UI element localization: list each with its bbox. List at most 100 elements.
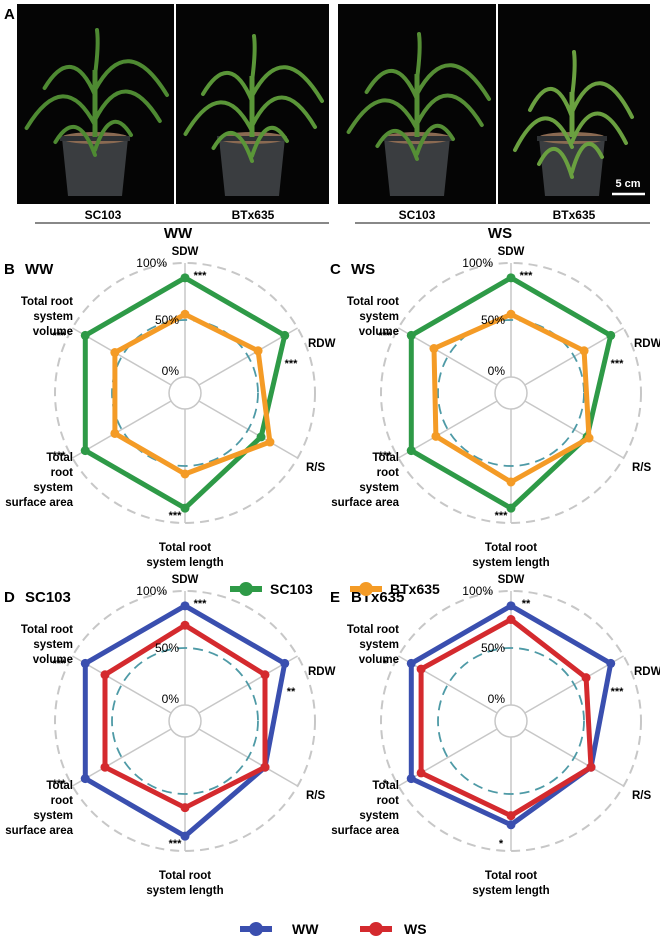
radial-tick-label: 100% [136,584,167,598]
point-sc103-total-root-system-length [506,503,516,513]
axis-label-total-root-system-length: Total root system length [146,870,223,897]
panel-label-e: E [330,589,340,606]
axis-label-rdw: RDW [308,338,336,350]
leaf [346,98,419,134]
axis-label-total-root-system-volume: Total root system volume [21,296,73,338]
point-sc103-r-s [256,432,266,442]
point-ws-sdw [180,620,190,630]
point-ws-r-s [260,762,270,772]
leaf [250,125,289,158]
significance-sdw: *** [520,270,534,282]
legend-label-ww: WW [292,921,319,937]
radial-tick-label: 50% [481,313,505,327]
significance-total-root-system-surface-area: *** [53,450,67,462]
reference-circle [437,647,585,795]
radar-chart-ww: B WW 0% 50% 100% SDW RDW R/S Total root system le… [4,246,336,569]
photo-btx635-ww [176,4,329,204]
point-btx635-sdw [180,309,190,319]
legend-marker-ww [249,922,263,936]
radar-chart-ws: C WS 0% 50% 100% SDW RDW R/S Total root system le… [330,246,660,569]
axis-label-total-root-system-surface-area: Total root system surface area [331,452,399,509]
point-ws-total-root-system-length [506,811,516,821]
group-label-ws: WS [488,225,512,242]
radar-chart-btx635: E BTx635 0% 50% 100% SDW RDW R/S Total root syste… [330,574,660,897]
leaf [375,128,419,161]
group-label-ww: WW [164,225,193,242]
center-hole [168,376,202,410]
point-ws-total-root-system-volume [100,670,110,680]
pot-rim [382,136,452,141]
radial-tick-label: 100% [136,256,167,270]
leaf [570,141,604,174]
plant-sc103-ww [24,28,169,196]
radial-tick-label: 0% [162,364,180,378]
point-ww-total-root-system-length [506,820,516,830]
chart-title: WS [351,261,375,278]
leaf [570,81,634,119]
legend-item-sc103: SC103 [230,581,313,597]
panel-label-d: D [4,589,15,606]
legend-condition: WW WS [240,921,427,937]
point-sc103-total-root-system-surface-area [80,446,90,456]
axis-label-rdw: RDW [634,666,660,678]
significance-sdw: *** [194,270,208,282]
photo-sc103-ws [338,4,496,204]
axis-label-r-s: R/S [632,462,652,474]
point-ws-total-root-system-volume [416,664,426,674]
leaf [93,59,169,97]
point-sc103-total-root-system-volume [406,330,416,340]
center-hole [168,704,202,738]
axis-label-sdw: SDW [498,246,525,258]
axis-label-rdw: RDW [634,338,660,350]
axis-label-sdw: SDW [172,246,199,258]
chart-title: SC103 [25,589,71,606]
significance-total-root-system-length: * [499,838,504,850]
point-ws-sdw [506,615,516,624]
leaf [415,93,484,127]
significance-total-root-system-volume: *** [379,330,393,342]
point-ws-r-s [586,762,596,772]
point-ww-sdw [180,601,190,611]
photo-label-sc103-ww: SC103 [85,208,122,222]
axis-label-total-root-system-volume: Total root system volume [347,296,399,338]
leaf [513,116,574,152]
point-sc103-sdw [506,273,516,283]
axis-label-r-s: R/S [306,790,326,802]
axis-label-total-root-system-length: Total root system length [472,870,549,897]
pot [219,138,285,196]
leaf [537,146,574,179]
leaf [528,87,574,119]
leaf [415,123,455,156]
point-sc103-total-root-system-volume [80,330,90,340]
leaf [53,124,97,157]
significance-rdw: *** [611,358,625,370]
leaf-top [250,34,257,83]
significance-sdw: *** [194,598,208,610]
leaf [211,130,254,163]
significance-sdw: ** [522,598,531,610]
plant-sc103-ws [346,32,491,196]
point-btx635-total-root-system-surface-area [431,431,441,441]
significance-rdw: *** [611,686,625,698]
axis-label-total-root-system-length: Total root system length [146,542,223,569]
photo-label-btx635-ws: BTx635 [553,208,596,222]
point-sc103-rdw [280,330,290,340]
point-btx635-rdw [253,346,263,356]
reference-circle [111,647,259,795]
point-sc103-rdw [606,330,616,340]
legend-item-ww: WW [240,921,319,937]
leaf [201,71,254,103]
chart-title: WW [25,261,54,278]
legend-label-ws: WS [404,921,427,937]
legend-item-ws: WS [360,921,427,937]
pot-rim [60,136,130,141]
legend-label-sc103: SC103 [270,581,313,597]
scale-bar-label: 5 cm [615,178,640,190]
leaf [42,65,97,97]
axis-label-r-s: R/S [632,790,652,802]
leaf [415,63,491,101]
plant-btx635-ww [183,34,324,196]
center-hole [494,704,528,738]
photo-sc103-ww [17,4,174,204]
